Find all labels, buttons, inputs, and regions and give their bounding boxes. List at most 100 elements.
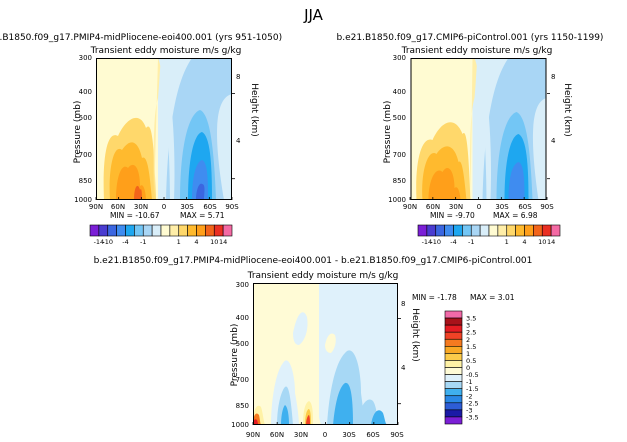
- colorbar-swatch: [178, 224, 188, 237]
- colorbar-swatch: [444, 409, 463, 418]
- y-tick-label: 1000: [74, 196, 92, 204]
- y-tick-label: 850: [393, 177, 406, 185]
- colorbar-swatch: [444, 367, 463, 375]
- x-tick-label: 90N: [246, 431, 260, 439]
- panel-file-title: b.e21.B1850.f09_g17.PMIP4-midPliocene-eo…: [0, 33, 282, 43]
- colorbar-swatch: [205, 224, 215, 237]
- colorbar-label: -3: [466, 406, 472, 414]
- height-tick-labels: 8 4: [551, 73, 556, 145]
- x-tick-label: 0: [477, 203, 481, 211]
- y2-axis-label: Height (km): [249, 83, 259, 137]
- height-tick-label: 8: [236, 73, 240, 81]
- colorbar-swatch: [488, 224, 499, 237]
- colorbar-label: -14: [422, 238, 433, 246]
- colorbar-swatch: [160, 224, 171, 237]
- colorbar-swatch: [444, 416, 463, 425]
- y-tick-labels: 300 400 500 700 850 1000: [388, 54, 406, 204]
- colorbar-swatch: [89, 224, 100, 237]
- x-tick-labels: 90N 60N 30N 0 30S 60S 90S: [89, 203, 239, 211]
- x-tick-label: 30S: [180, 203, 194, 211]
- min-stat: MIN = -1.78: [412, 293, 457, 302]
- colorbar-swatch: [524, 224, 534, 237]
- y-tick-label: 500: [79, 114, 92, 122]
- colorbar-swatch: [453, 224, 463, 237]
- height-tick-label: 4: [551, 137, 556, 145]
- y-tick-label: 850: [79, 177, 92, 185]
- x-tick-label: 30N: [449, 203, 463, 211]
- colorbar-label: 4: [194, 238, 198, 246]
- height-tick-label: 8: [401, 300, 405, 308]
- x-tick-label: 60N: [270, 431, 284, 439]
- panel-subtitle: Transient eddy moisture m/s g/kg: [247, 271, 399, 281]
- panel-picontrol: b.e21.B1850.f09_g17.CMIP6-piControl.001 …: [337, 33, 604, 246]
- x-tick-label: 30N: [134, 203, 148, 211]
- x-tick-label: 60N: [111, 203, 125, 211]
- colorbar-swatch: [426, 224, 437, 237]
- colorbar-swatch: [533, 224, 543, 237]
- colorbar-swatch: [444, 317, 463, 326]
- colorbar-swatch: [213, 224, 224, 237]
- colorbar-swatch: [479, 224, 490, 237]
- colorbar-swatch: [444, 310, 463, 319]
- colorbar-swatch: [444, 374, 463, 382]
- colorbar-label: -4: [450, 238, 456, 246]
- colorbar-label: 10: [538, 238, 546, 246]
- y-tick-label: 500: [393, 114, 406, 122]
- colorbar-swatch: [107, 224, 117, 237]
- max-stat: MAX = 3.01: [470, 293, 515, 302]
- colorbar-label: 2.5: [466, 329, 476, 337]
- colorbar-swatch: [222, 224, 233, 237]
- colorbar-swatch: [506, 224, 516, 237]
- colorbar-label: -0.5: [466, 371, 479, 379]
- colorbar-swatch: [444, 353, 463, 361]
- colorbar-swatch: [444, 381, 463, 389]
- colorbar-swatch: [169, 224, 180, 237]
- height-tick-label: 8: [551, 73, 555, 81]
- x-tick-labels: 90N 60N 30N 0 30S 60S 90S: [403, 203, 554, 211]
- y-tick-label: 400: [393, 88, 406, 96]
- max-stat: MAX = 6.98: [493, 211, 538, 220]
- min-stat: MIN = -9.70: [430, 211, 475, 220]
- x-tick-label: 60S: [203, 203, 217, 211]
- colorbar-label: 3.5: [466, 315, 476, 323]
- y-axis-label: Pressure (mb): [230, 324, 240, 387]
- colorbar-label: -2: [466, 392, 472, 400]
- x-tick-label: 30N: [294, 431, 308, 439]
- colorbar-label: -1: [140, 238, 146, 246]
- colorbar-label: 10: [210, 238, 218, 246]
- height-tick-label: 4: [236, 137, 241, 145]
- panel-file-title: b.e21.B1850.f09_g17.CMIP6-piControl.001 …: [337, 33, 604, 43]
- colorbar-swatch: [134, 224, 144, 237]
- colorbar-label: 1: [466, 350, 470, 358]
- colorbar-swatch: [444, 224, 454, 237]
- y-tick-label: 1000: [231, 421, 249, 429]
- colorbar-swatch: [541, 224, 552, 237]
- colorbar-label: 14: [547, 238, 555, 246]
- max-stat: MAX = 5.71: [180, 211, 225, 220]
- colorbar-swatch: [444, 346, 463, 354]
- x-tick-label: 90N: [403, 203, 417, 211]
- x-tick-label: 90S: [540, 203, 554, 211]
- x-tick-label: 90S: [390, 431, 404, 439]
- colorbar-label: 14: [219, 238, 227, 246]
- colorbar-swatch: [98, 224, 109, 237]
- colorbar-swatch: [187, 224, 197, 237]
- colorbar-label: 3: [466, 322, 470, 330]
- panel-subtitle: Transient eddy moisture m/s g/kg: [401, 46, 553, 56]
- x-tick-label: 60N: [426, 203, 440, 211]
- colorbar-swatch: [142, 224, 153, 237]
- colorbar: 3.532.521.510.50-0.5-1-1.5-2-2.5-3-3.5: [444, 310, 479, 425]
- panel-subtitle: Transient eddy moisture m/s g/kg: [90, 46, 242, 56]
- colorbar-swatch: [151, 224, 162, 237]
- y-axis-label: Pressure (mb): [383, 101, 393, 164]
- colorbar-label: -1: [468, 238, 474, 246]
- height-tick-labels: 8 4: [401, 300, 406, 372]
- colorbar-swatch: [444, 324, 463, 333]
- colorbar-label: -1.5: [466, 385, 479, 393]
- y-tick-label: 700: [79, 151, 92, 159]
- y-tick-label: 400: [79, 88, 92, 96]
- colorbar-swatch: [444, 388, 463, 397]
- colorbar-label: 1: [505, 238, 509, 246]
- colorbar-label: 2: [466, 336, 470, 344]
- y-tick-label: 700: [393, 151, 406, 159]
